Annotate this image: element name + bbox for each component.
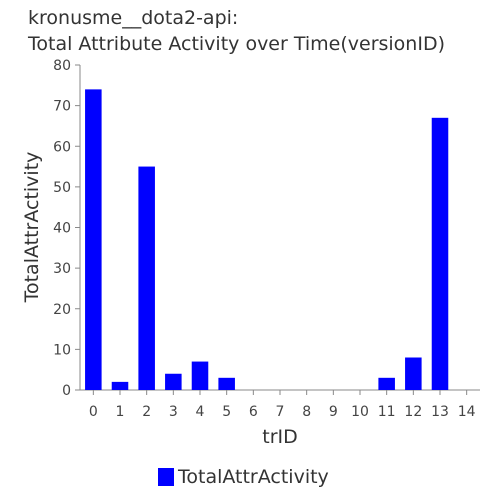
bar [405,357,422,390]
legend-label: TotalAttrActivity [178,466,329,488]
chart-title-line2: Total Attribute Activity over Time(versi… [28,33,445,55]
y-axis: 0 10 20 30 40 50 60 70 80 [53,58,81,399]
bar [111,381,129,390]
x-tick-label: 1 [116,404,125,420]
x-tick-label: 12 [404,404,422,420]
x-tick-label: 8 [302,404,311,420]
x-tick-label: 6 [249,404,258,420]
y-tick-label: 80 [53,58,71,74]
y-axis-label: TotalAttrActivity [21,152,43,304]
y-tick-label: 10 [53,342,71,358]
bar [378,377,395,390]
bar [165,373,182,390]
x-tick-label: 0 [89,404,98,420]
x-axis: 0 1 2 3 4 5 6 7 8 9 10 11 12 13 14 [80,389,480,420]
y-tick-label: 50 [53,180,71,196]
y-tick-label: 70 [53,99,71,115]
x-tick-label: 7 [276,404,285,420]
y-tick-label: 0 [62,383,71,399]
chart-title-line1: kronusme__dota2-api: [28,7,239,29]
y-tick-label: 30 [53,261,71,277]
x-tick-label: 4 [196,404,205,420]
x-axis-label: trID [262,426,298,448]
bar [218,377,235,390]
x-tick-label: 10 [351,404,369,420]
bar [431,117,449,390]
x-tick-label: 11 [378,404,396,420]
x-tick-label: 2 [142,404,151,420]
y-tick-label: 20 [53,302,71,318]
x-tick-label: 13 [431,404,449,420]
y-tick-label: 60 [53,139,71,155]
bar [85,89,102,390]
bars [85,89,449,390]
x-tick-label: 9 [329,404,338,420]
bar [138,166,155,390]
x-tick-label: 3 [169,404,178,420]
bar [191,361,209,390]
legend-swatch [158,468,174,486]
x-tick-label: 5 [222,404,231,420]
legend: TotalAttrActivity [158,466,329,488]
y-tick-label: 40 [53,221,71,237]
x-tick-label: 14 [458,404,476,420]
